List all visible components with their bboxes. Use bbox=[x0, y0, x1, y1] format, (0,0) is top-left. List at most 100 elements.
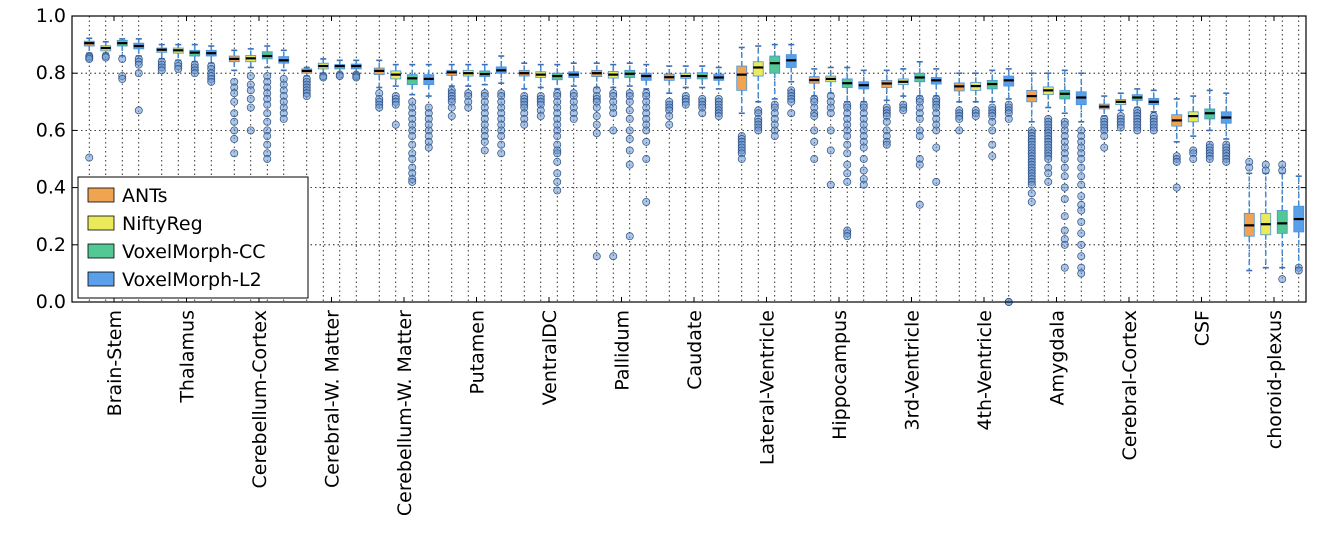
outlier-point bbox=[754, 126, 763, 135]
outlier-point bbox=[609, 126, 618, 135]
outlier-point bbox=[642, 137, 651, 146]
outlier-point bbox=[263, 132, 272, 141]
outlier-point bbox=[1077, 217, 1086, 226]
outlier-point bbox=[843, 132, 852, 141]
legend-label: ANTs bbox=[122, 185, 168, 207]
outlier-point bbox=[681, 100, 690, 109]
outlier-point bbox=[230, 135, 239, 143]
outlier-point bbox=[1077, 192, 1086, 201]
outlier-point bbox=[955, 115, 964, 123]
outlier-point bbox=[810, 112, 819, 121]
legend-label: VoxelMorph-L2 bbox=[122, 269, 262, 291]
outlier-point bbox=[1027, 189, 1036, 198]
outlier-point bbox=[157, 66, 166, 75]
outlier-point bbox=[246, 103, 255, 112]
outlier-point bbox=[1294, 266, 1303, 275]
outlier-point bbox=[859, 143, 868, 152]
outlier-point bbox=[408, 132, 417, 141]
outlier-point bbox=[190, 69, 199, 78]
legend-swatch bbox=[87, 215, 115, 231]
x-category-label: Caudate bbox=[684, 310, 706, 390]
x-category-label: CSF bbox=[1192, 310, 1214, 346]
legend-swatch bbox=[87, 187, 115, 203]
outlier-point bbox=[480, 146, 489, 155]
outlier-point bbox=[246, 94, 255, 103]
outlier-point bbox=[625, 232, 634, 241]
outlier-point bbox=[134, 69, 143, 78]
outlier-point bbox=[1060, 183, 1069, 192]
outlier-point bbox=[207, 77, 216, 86]
outlier-point bbox=[375, 103, 384, 112]
outlier-point bbox=[1261, 166, 1270, 175]
outlier-point bbox=[932, 143, 941, 152]
outlier-point bbox=[1060, 240, 1069, 249]
y-tick-label: 0.8 bbox=[36, 62, 66, 84]
outlier-point bbox=[698, 109, 707, 118]
outlier-point bbox=[391, 120, 400, 129]
outlier-point bbox=[553, 169, 562, 178]
outlier-point bbox=[770, 132, 779, 141]
outlier-point bbox=[263, 109, 272, 118]
outlier-point bbox=[134, 106, 143, 115]
outlier-point bbox=[988, 152, 997, 161]
outlier-point bbox=[1044, 177, 1053, 186]
outlier-point bbox=[810, 137, 819, 146]
box bbox=[1276, 210, 1288, 234]
outlier-point bbox=[1133, 126, 1142, 135]
outlier-point bbox=[424, 143, 433, 152]
outlier-point bbox=[319, 73, 328, 82]
x-category-label: choroid-plexus bbox=[1264, 310, 1286, 449]
outlier-point bbox=[625, 115, 634, 123]
outlier-point bbox=[553, 132, 562, 141]
outlier-point bbox=[625, 135, 634, 143]
outlier-point bbox=[1077, 252, 1086, 261]
y-tick-label: 0.0 bbox=[36, 291, 66, 313]
outlier-point bbox=[810, 155, 819, 163]
outlier-point bbox=[971, 112, 980, 121]
outlier-point bbox=[246, 72, 255, 81]
outlier-point bbox=[497, 140, 506, 149]
outlier-point bbox=[859, 155, 868, 163]
outlier-point bbox=[592, 252, 601, 261]
outlier-point bbox=[447, 103, 456, 112]
legend: ANTs NiftyReg VoxelMorph-CC VoxelMorph-L2 bbox=[77, 176, 309, 299]
outlier-point bbox=[826, 109, 835, 118]
outlier-point bbox=[101, 53, 110, 62]
outlier-point bbox=[1060, 263, 1069, 272]
outlier-point bbox=[134, 60, 143, 69]
outlier-point bbox=[85, 54, 94, 63]
outlier-point bbox=[787, 109, 796, 118]
outlier-point bbox=[642, 155, 651, 163]
outlier-point bbox=[263, 100, 272, 109]
legend-box bbox=[77, 176, 309, 299]
outlier-point bbox=[625, 160, 634, 169]
outlier-point bbox=[915, 160, 924, 169]
y-tick-label: 0.4 bbox=[36, 177, 66, 199]
outlier-point bbox=[279, 115, 288, 123]
outlier-point bbox=[859, 180, 868, 189]
outlier-point bbox=[1027, 197, 1036, 206]
outlier-point bbox=[230, 109, 239, 118]
outlier-point bbox=[174, 64, 183, 73]
x-category-label: Pallidum bbox=[612, 310, 634, 391]
outlier-point bbox=[899, 106, 908, 115]
x-category-label: Amygdala bbox=[1047, 310, 1069, 405]
outlier-point bbox=[1044, 155, 1053, 163]
outlier-point bbox=[1060, 195, 1069, 203]
outlier-point bbox=[1060, 226, 1069, 235]
outlier-point bbox=[625, 106, 634, 115]
outlier-point bbox=[536, 112, 545, 121]
outlier-point bbox=[263, 140, 272, 149]
outlier-point bbox=[1027, 180, 1036, 189]
outlier-point bbox=[915, 132, 924, 141]
outlier-point bbox=[1077, 180, 1086, 189]
outlier-point bbox=[592, 112, 601, 121]
outlier-point bbox=[230, 117, 239, 126]
outlier-point bbox=[1060, 172, 1069, 181]
outlier-point bbox=[1004, 115, 1013, 123]
outlier-point bbox=[1077, 240, 1086, 249]
x-category-label: Thalamus bbox=[177, 310, 199, 404]
y-tick-label: 0.6 bbox=[36, 119, 66, 141]
outlier-point bbox=[302, 92, 311, 101]
